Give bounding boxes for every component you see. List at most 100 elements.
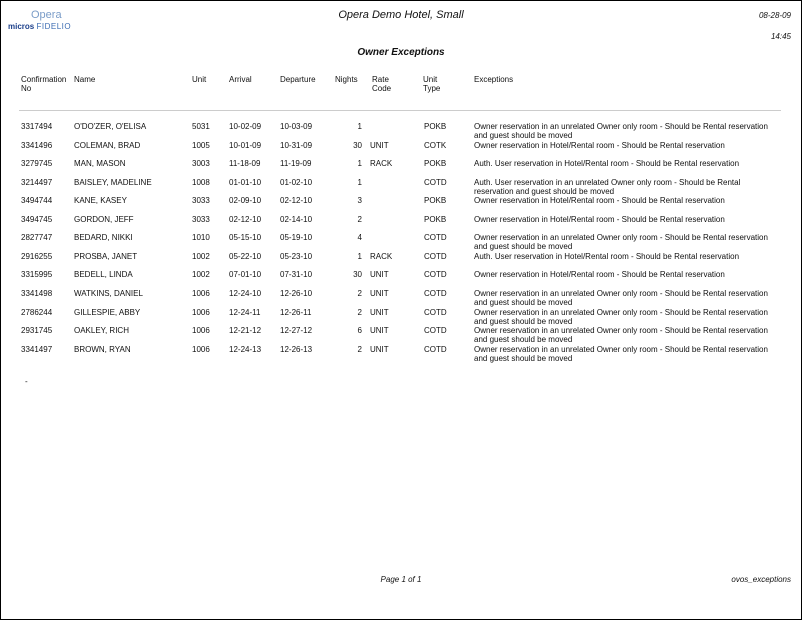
exceptions-cell: Owner reservation in an unrelated Owner …	[474, 307, 768, 326]
unit-cell: 1006	[192, 307, 210, 317]
opera-logo: Opera	[31, 9, 62, 21]
col-header-conf: Confirmation No	[21, 75, 67, 93]
unit-cell: 1006	[192, 288, 210, 298]
departure-cell: 10-31-09	[280, 140, 313, 150]
unit-cell: 1008	[192, 177, 210, 187]
unit-type-cell: COTD	[424, 233, 447, 243]
name-cell: BAISLEY, MADELINE	[74, 177, 152, 187]
conf-cell: 3494745	[21, 214, 53, 224]
conf-cell: 3341498	[21, 288, 53, 298]
unit-type-cell: POKB	[424, 196, 447, 206]
report-date: 08-28-09	[758, 11, 791, 20]
unit-type-cell: POKB	[424, 122, 447, 131]
table-row: 2827747 BEDARD, NIKKI 1010 05-15-10 05-19-10…	[1, 233, 801, 251]
unit-cell: 3003	[192, 159, 210, 169]
conf-cell: 3317494	[21, 122, 53, 131]
col-header-unit: Unit	[192, 75, 207, 84]
rate-code-cell: UNIT	[370, 307, 389, 317]
conf-cell: 3315995	[21, 270, 53, 280]
nights-cell: 30	[353, 270, 362, 280]
trailing-mark: -	[25, 377, 28, 386]
conf-cell: 2916255	[21, 251, 53, 261]
micros-fidelio-logo: micros FIDELIO	[8, 22, 72, 31]
departure-cell: 12-26-11	[280, 307, 312, 317]
departure-cell: 11-19-09	[280, 159, 312, 169]
table-row: 2931745 OAKLEY, RICH 1006 12-21-12 12-27-12 6…	[1, 326, 801, 344]
conf-cell: 2786244	[21, 307, 53, 317]
departure-cell: 12-26-10	[280, 288, 313, 298]
exceptions-cell: Owner reservation in an unrelated Owner …	[474, 122, 768, 140]
departure-cell: 01-02-10	[280, 177, 313, 187]
report-time: 14:45	[770, 32, 791, 41]
col-header-unit-type: Unit Type	[423, 75, 441, 93]
arrival-cell: 10-01-09	[229, 140, 262, 150]
unit-type-cell: COTD	[424, 177, 447, 187]
nights-cell: 1	[357, 177, 362, 187]
name-cell: COLEMAN, BRAD	[74, 140, 141, 150]
departure-cell: 02-12-10	[280, 196, 313, 206]
unit-cell: 5031	[192, 122, 210, 131]
report-name: ovos_exceptions	[731, 575, 791, 584]
name-cell: WATKINS, DANIEL	[74, 288, 143, 298]
header-divider	[19, 110, 781, 111]
arrival-cell: 01-01-10	[229, 177, 262, 187]
unit-cell: 3033	[192, 196, 210, 206]
rate-code-cell: UNIT	[370, 326, 389, 336]
unit-cell: 1006	[192, 326, 210, 336]
rate-code-cell: UNIT	[370, 270, 389, 280]
rate-code-cell: RACK	[370, 251, 393, 261]
arrival-cell: 11-18-09	[229, 159, 261, 169]
col-header-departure: Departure	[280, 75, 316, 84]
arrival-cell: 05-22-10	[229, 251, 262, 261]
rate-code-cell: UNIT	[370, 288, 389, 298]
nights-cell: 1	[357, 159, 362, 169]
departure-cell: 05-23-10	[280, 251, 313, 261]
conf-cell: 2827747	[21, 233, 53, 243]
nights-cell: 4	[357, 233, 362, 243]
conf-cell: 3341497	[21, 344, 53, 354]
hotel-name: Opera Demo Hotel, Small	[338, 9, 464, 21]
arrival-cell: 10-02-09	[229, 122, 262, 131]
page-number: Page 1 of 1	[380, 575, 422, 584]
exceptions-cell: Owner reservation in Hotel/Rental room -…	[474, 196, 725, 206]
exceptions-cell: Owner reservation in Hotel/Rental room -…	[474, 270, 725, 280]
arrival-cell: 02-09-10	[229, 196, 262, 206]
table-row: 3315995 BEDELL, LINDA 1002 07-01-10 07-31-10…	[1, 270, 801, 288]
table-row: 3494744 KANE, KASEY 3033 02-09-10 02-12-10 3 P…	[1, 196, 801, 214]
conf-cell: 3341496	[21, 140, 53, 150]
table-row: 2916255 PROSBA, JANET 1002 05-22-10 05-23-10…	[1, 252, 801, 270]
exceptions-cell: Auth. User reservation in Hotel/Rental r…	[474, 251, 740, 261]
unit-type-cell: COTD	[424, 307, 447, 317]
exceptions-cell: Auth. User reservation in Hotel/Rental r…	[474, 159, 740, 169]
table-row: 3341496 COLEMAN, BRAD 1005 10-01-09 10-31-09…	[1, 141, 801, 159]
departure-cell: 02-14-10	[280, 214, 313, 224]
table-row: 3341497 BROWN, RYAN 1006 12-24-13 12-26-13 2 U…	[1, 345, 801, 363]
arrival-cell: 02-12-10	[229, 214, 262, 224]
rate-code-cell: RACK	[370, 159, 393, 169]
col-header-exceptions: Exceptions	[474, 75, 514, 84]
table-row: 3341498 WATKINS, DANIEL 1006 12-24-10 12-26-…	[1, 289, 801, 307]
name-cell: OAKLEY, RICH	[74, 326, 129, 336]
exceptions-cell: Owner reservation in an unrelated Owner …	[474, 233, 768, 252]
name-cell: O'DO'ZER, O'ELISA	[74, 122, 147, 131]
unit-cell: 3033	[192, 214, 210, 224]
arrival-cell: 07-01-10	[229, 270, 262, 280]
departure-cell: 12-26-13	[280, 344, 313, 354]
col-header-rate: Rate Code	[372, 75, 392, 93]
conf-cell: 3214497	[21, 177, 53, 187]
exceptions-cell: Owner reservation in Hotel/Rental room -…	[474, 214, 725, 224]
conf-cell: 2931745	[21, 326, 53, 336]
name-cell: BEDARD, NIKKI	[74, 233, 133, 243]
name-cell: BEDELL, LINDA	[74, 270, 133, 280]
unit-type-cell: COTD	[424, 270, 447, 280]
nights-cell: 30	[353, 140, 362, 150]
departure-cell: 12-27-12	[280, 326, 313, 336]
nights-cell: 6	[357, 326, 362, 336]
unit-cell: 1002	[192, 270, 210, 280]
col-header-nights: Nights	[335, 75, 358, 84]
unit-cell: 1010	[192, 233, 210, 243]
unit-type-cell: POKB	[424, 214, 447, 224]
table-row: 3214497 BAISLEY, MADELINE 1008 01-01-10 01-0…	[1, 178, 801, 196]
arrival-cell: 12-24-11	[229, 307, 261, 317]
